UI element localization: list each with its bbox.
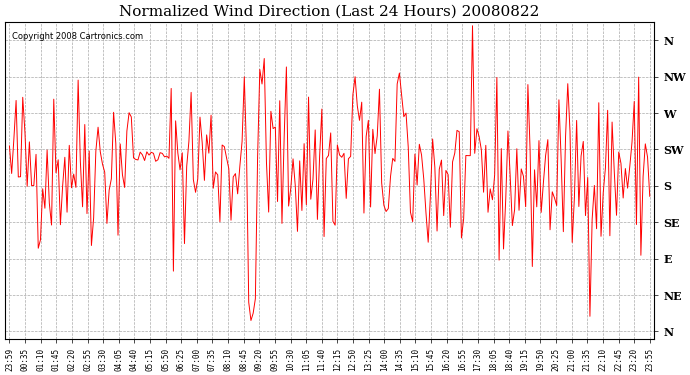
Text: Copyright 2008 Cartronics.com: Copyright 2008 Cartronics.com (12, 32, 143, 40)
Title: Normalized Wind Direction (Last 24 Hours) 20080822: Normalized Wind Direction (Last 24 Hours… (119, 4, 540, 18)
